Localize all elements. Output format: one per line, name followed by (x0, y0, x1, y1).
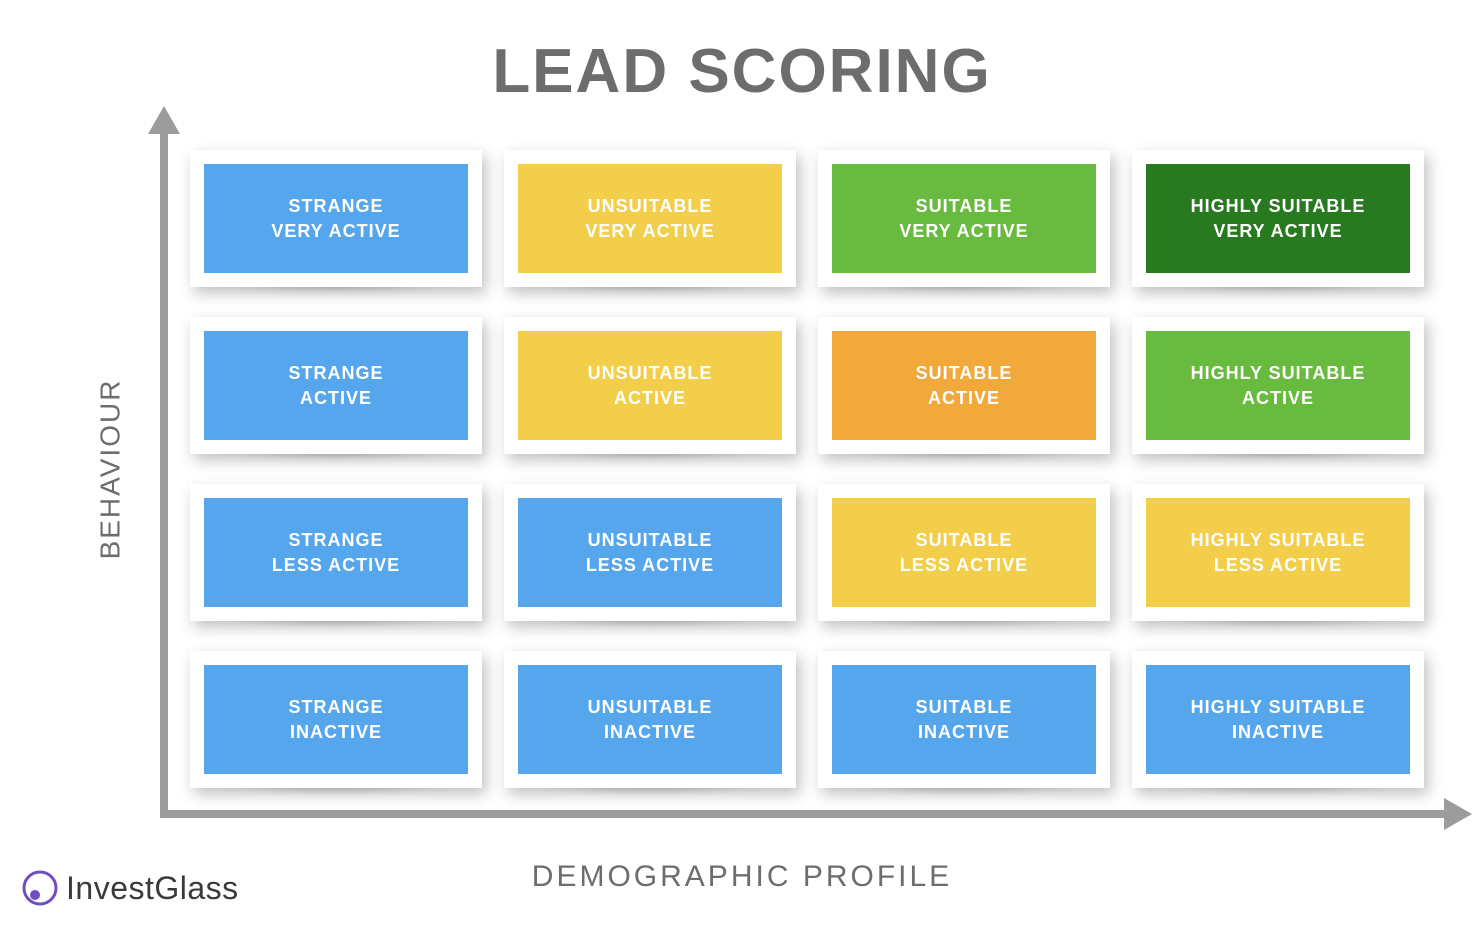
matrix-tile: SUITABLEACTIVE (832, 331, 1096, 440)
brand-logo-icon (20, 868, 60, 908)
matrix-tile: HIGHLY SUITABLELESS ACTIVE (1146, 498, 1410, 607)
tile-line2: LESS ACTIVE (1214, 553, 1342, 577)
matrix-card: UNSUITABLEINACTIVE (504, 651, 796, 788)
tile-line2: LESS ACTIVE (586, 553, 714, 577)
tile-line2: ACTIVE (1242, 386, 1314, 410)
matrix-tile: STRANGEINACTIVE (204, 665, 468, 774)
matrix-tile: STRANGEACTIVE (204, 331, 468, 440)
x-axis-line (160, 810, 1454, 818)
tile-line2: ACTIVE (928, 386, 1000, 410)
matrix-tile: UNSUITABLELESS ACTIVE (518, 498, 782, 607)
matrix-card: SUITABLELESS ACTIVE (818, 484, 1110, 621)
matrix-tile: UNSUITABLEVERY ACTIVE (518, 164, 782, 273)
matrix-card: SUITABLEVERY ACTIVE (818, 150, 1110, 287)
tile-line2: VERY ACTIVE (271, 219, 400, 243)
matrix-card: STRANGELESS ACTIVE (190, 484, 482, 621)
matrix-card: UNSUITABLEACTIVE (504, 317, 796, 454)
tile-line2: INACTIVE (1232, 720, 1324, 744)
tile-line1: SUITABLE (916, 361, 1013, 385)
tile-line1: SUITABLE (916, 528, 1013, 552)
tile-line2: VERY ACTIVE (1213, 219, 1342, 243)
matrix-tile: STRANGELESS ACTIVE (204, 498, 468, 607)
tile-line1: SUITABLE (916, 194, 1013, 218)
brand-logo: InvestGlass (20, 868, 239, 908)
matrix-grid: STRANGEVERY ACTIVEUNSUITABLEVERY ACTIVES… (190, 150, 1424, 788)
tile-line1: HIGHLY SUITABLE (1191, 695, 1366, 719)
tile-line2: INACTIVE (918, 720, 1010, 744)
matrix-tile: HIGHLY SUITABLEINACTIVE (1146, 665, 1410, 774)
page-title: LEAD SCORING (0, 36, 1484, 107)
tile-line2: ACTIVE (614, 386, 686, 410)
matrix-tile: UNSUITABLEINACTIVE (518, 665, 782, 774)
matrix-card: HIGHLY SUITABLEVERY ACTIVE (1132, 150, 1424, 287)
matrix-tile: SUITABLEINACTIVE (832, 665, 1096, 774)
matrix-tile: SUITABLEVERY ACTIVE (832, 164, 1096, 273)
matrix-tile: SUITABLELESS ACTIVE (832, 498, 1096, 607)
tile-line2: LESS ACTIVE (272, 553, 400, 577)
tile-line2: VERY ACTIVE (899, 219, 1028, 243)
tile-line2: ACTIVE (300, 386, 372, 410)
tile-line1: UNSUITABLE (588, 194, 713, 218)
matrix-card: HIGHLY SUITABLELESS ACTIVE (1132, 484, 1424, 621)
tile-line2: INACTIVE (604, 720, 696, 744)
matrix-card: HIGHLY SUITABLEACTIVE (1132, 317, 1424, 454)
tile-line1: HIGHLY SUITABLE (1191, 361, 1366, 385)
tile-line1: STRANGE (288, 695, 383, 719)
matrix-card: UNSUITABLEVERY ACTIVE (504, 150, 796, 287)
tile-line2: INACTIVE (290, 720, 382, 744)
tile-line1: STRANGE (288, 528, 383, 552)
tile-line1: STRANGE (288, 361, 383, 385)
matrix-card: HIGHLY SUITABLEINACTIVE (1132, 651, 1424, 788)
matrix-card: STRANGEINACTIVE (190, 651, 482, 788)
tile-line1: UNSUITABLE (588, 361, 713, 385)
tile-line1: UNSUITABLE (588, 695, 713, 719)
matrix-tile: STRANGEVERY ACTIVE (204, 164, 468, 273)
tile-line1: HIGHLY SUITABLE (1191, 528, 1366, 552)
matrix-tile: HIGHLY SUITABLEVERY ACTIVE (1146, 164, 1410, 273)
y-axis-label: BEHAVIOUR (94, 379, 126, 560)
tile-line1: UNSUITABLE (588, 528, 713, 552)
brand-name: InvestGlass (66, 870, 239, 907)
y-axis-arrow-icon (148, 106, 180, 134)
tile-line1: SUITABLE (916, 695, 1013, 719)
tile-line2: LESS ACTIVE (900, 553, 1028, 577)
matrix-card: SUITABLEINACTIVE (818, 651, 1110, 788)
x-axis-arrow-icon (1444, 798, 1472, 830)
matrix-card: STRANGEVERY ACTIVE (190, 150, 482, 287)
matrix-card: UNSUITABLELESS ACTIVE (504, 484, 796, 621)
matrix-card: SUITABLEACTIVE (818, 317, 1110, 454)
lead-scoring-chart: BEHAVIOUR STRANGEVERY ACTIVEUNSUITABLEVE… (120, 130, 1444, 808)
tile-line1: HIGHLY SUITABLE (1191, 194, 1366, 218)
tile-line1: STRANGE (288, 194, 383, 218)
matrix-card: STRANGEACTIVE (190, 317, 482, 454)
tile-line2: VERY ACTIVE (585, 219, 714, 243)
matrix-tile: UNSUITABLEACTIVE (518, 331, 782, 440)
y-axis-line (160, 130, 168, 818)
matrix-tile: HIGHLY SUITABLEACTIVE (1146, 331, 1410, 440)
